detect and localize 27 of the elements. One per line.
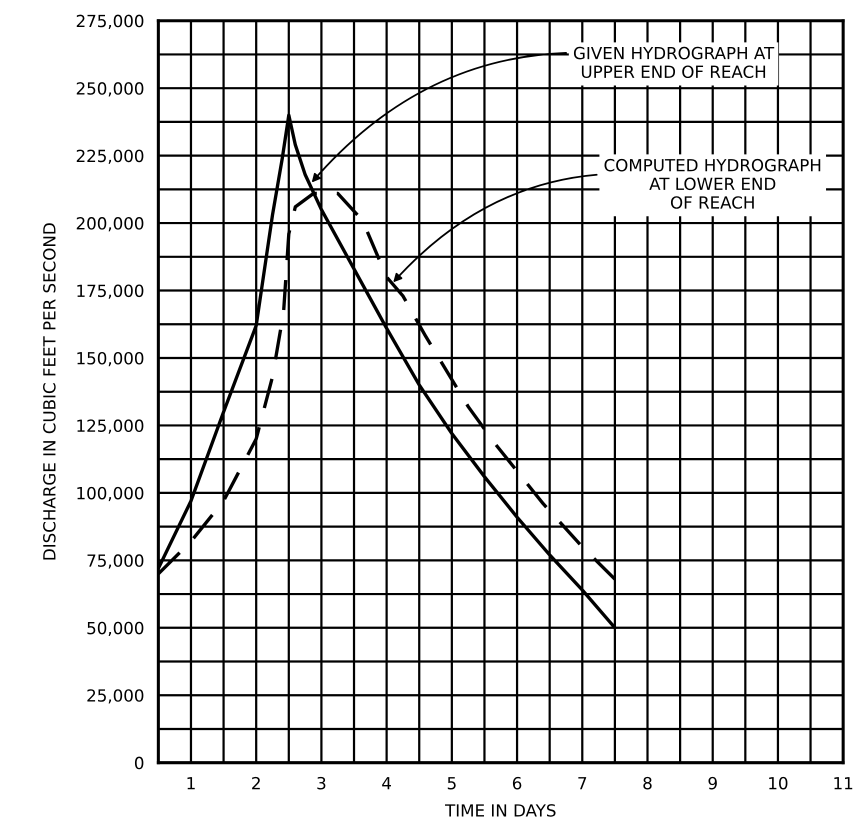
y-tick-label: 50,000	[87, 622, 144, 636]
x-tick-label: 3	[317, 776, 326, 790]
x-tick-label: 8	[643, 776, 652, 790]
x-axis-title: TIME IN DAYS	[445, 804, 556, 817]
x-tick-label: 2	[252, 776, 260, 790]
y-tick-label: 225,000	[76, 150, 144, 164]
y-tick-label: 100,000	[77, 486, 144, 502]
y-tick-label: 250,000	[76, 82, 144, 96]
y-tick-label: 200,000	[76, 217, 144, 232]
y-tick-label: 150,000	[77, 352, 144, 366]
y-tick-label: 275,000	[76, 14, 144, 29]
x-tick-label: 11	[834, 777, 852, 790]
x-tick-label: 7	[578, 777, 586, 790]
x-tick-label: 9	[708, 776, 717, 790]
x-tick-label: 1	[188, 777, 195, 790]
x-tick-label: 10	[769, 776, 788, 790]
y-tick-label: 25,000	[87, 689, 144, 704]
x-tick-label: 5	[448, 777, 456, 790]
annotation: GIVEN HYDROGRAPH AT UPPER END OF REACH	[574, 46, 774, 78]
y-tick-label: 175,000	[77, 284, 144, 299]
y-axis-title: DISCHARGE IN CUBIC FEET PER SECOND	[43, 223, 56, 560]
y-tick-label: 0	[134, 756, 144, 770]
annotation: COMPUTED HYDROGRAPH AT LOWER END OF REACH	[604, 158, 820, 209]
x-tick-label: 4	[382, 777, 391, 790]
x-tick-label: 6	[512, 776, 522, 790]
y-tick-label: 75,000	[88, 554, 144, 569]
y-tick-label: 125,000	[77, 419, 144, 434]
